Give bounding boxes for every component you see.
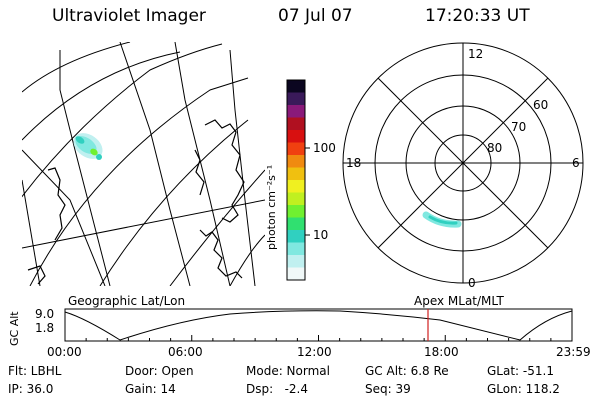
polar-mlat-mlt-plot (342, 42, 584, 284)
colorbar-cell (287, 180, 305, 193)
colorbar-cell (287, 130, 305, 143)
polar-lat-60: 60 (533, 98, 549, 112)
status-ip: IP: 36.0 (8, 382, 54, 396)
status-filter: Flt: LBHL (8, 364, 62, 378)
colorbar-cell (287, 192, 305, 206)
colorbar-cell (287, 267, 305, 281)
polar-label-right: 6 (572, 156, 580, 170)
status-gain: Gain: 14 (125, 382, 176, 396)
timeline-xtick-0600: 06:00 (168, 345, 203, 359)
status-gc-alt: GC Alt: 6.8 Re (365, 364, 449, 378)
colorbar-cell (287, 105, 305, 118)
colorbar-cell (287, 205, 305, 218)
timeline-ytick-low: 1.8 (35, 321, 55, 335)
timeline-xtick-1200: 12:00 (297, 345, 332, 359)
colorbar-cell (287, 155, 305, 168)
colorbar-cell (287, 242, 305, 256)
page-title: Ultraviolet Imager (52, 6, 206, 26)
timeline-ylabel: GC Alt (8, 311, 21, 346)
status-glat: GLat: -51.1 (487, 364, 554, 378)
colorbar-cell (287, 92, 305, 106)
timeline-ytick-high: 9.0 (35, 307, 55, 321)
header-date: 07 Jul 07 (278, 6, 353, 26)
polar-lat-80: 80 (487, 141, 503, 155)
timeline-xtick-2359: 23:59 (556, 345, 591, 359)
polar-lat-70: 70 (511, 120, 527, 134)
colorbar-cell (287, 117, 305, 131)
colorbar-tick-10: 10 (313, 228, 329, 242)
header-time: 17:20:33 UT (425, 6, 530, 26)
colorbar-cell (287, 142, 305, 156)
timeline-left-title: Geographic Lat/Lon (68, 294, 186, 308)
colorbar (286, 79, 310, 281)
polar-label-bottom: 0 (468, 276, 476, 290)
timeline-xtick-0000: 00:00 (47, 345, 82, 359)
colorbar-tick-100: 100 (313, 141, 336, 155)
polar-label-left: 18 (346, 156, 362, 170)
geographic-map (22, 42, 265, 286)
colorbar-cell (287, 217, 305, 231)
aurora-emission-polar (422, 211, 462, 228)
aurora-emission-map (73, 133, 103, 160)
timeline-right-title: Apex MLat/MLT (414, 294, 504, 308)
status-glon: GLon: 118.2 (487, 382, 560, 396)
timeline-xtick-1800: 18:00 (424, 345, 459, 359)
colorbar-cell (287, 80, 305, 93)
status-seq: Seq: 39 (365, 382, 411, 396)
colorbar-cell (287, 230, 305, 243)
status-mode: Mode: Normal (246, 364, 330, 378)
status-door: Door: Open (125, 364, 194, 378)
polar-label-top: 12 (468, 47, 484, 61)
colorbar-unit-label: photon cm⁻²s⁻¹ (265, 164, 278, 250)
gc-alt-timeline (64, 308, 573, 342)
colorbar-cell (287, 255, 305, 268)
status-dsp: Dsp: -2.4 (246, 382, 309, 396)
colorbar-cell (287, 167, 305, 181)
